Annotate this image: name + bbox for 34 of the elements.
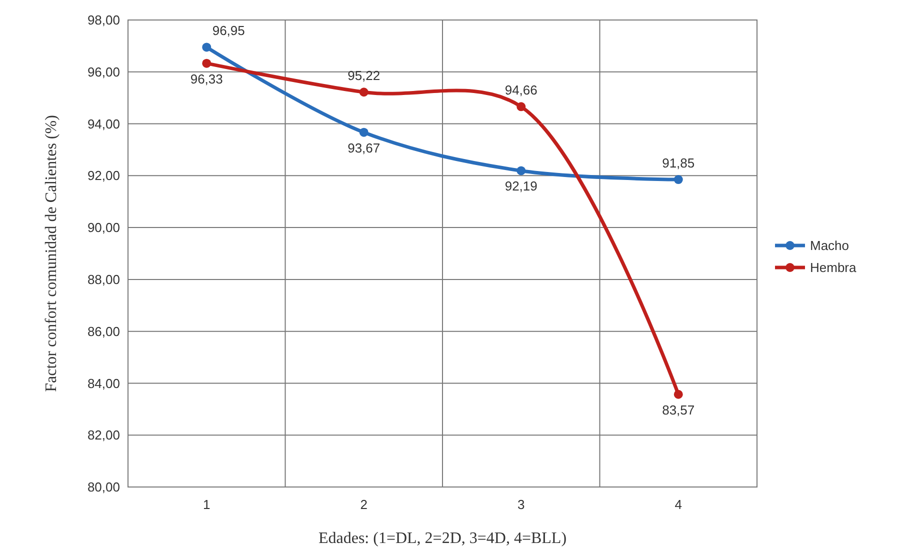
point	[516, 166, 526, 176]
data-label: 94,66	[504, 82, 538, 98]
y-tick-label: 98,00	[87, 12, 120, 28]
data-label: 83,57	[662, 402, 695, 418]
data-label: 92,19	[504, 178, 538, 194]
y-tick-label: 88,00	[87, 272, 120, 287]
data-label: 93,67	[348, 140, 380, 156]
legend-label: Hembra	[810, 260, 858, 276]
y-tick-label: 84,00	[87, 376, 120, 391]
data-label: 91,85	[662, 156, 695, 171]
point	[202, 58, 212, 68]
point	[516, 102, 526, 112]
y-tick-label: 96,00	[87, 64, 120, 80]
data-label: 95,22	[348, 68, 380, 84]
x-tick-label: 4	[674, 497, 682, 512]
y-tick-label: 90,00	[87, 220, 120, 236]
x-tick-label: 1	[203, 497, 210, 512]
legend-label: Macho	[810, 238, 850, 254]
point	[674, 390, 683, 399]
point	[359, 128, 368, 137]
y-tick-label: 92,00	[87, 168, 120, 184]
y-tick-label: 82,00	[87, 428, 120, 443]
y-tick-label: 80,00	[87, 480, 120, 495]
data-label: 96,33	[190, 71, 223, 86]
y-tick-label: 86,00	[87, 324, 120, 339]
point	[359, 88, 368, 97]
y-axis-title: Factor confort comunidad de Calientes (%)	[43, 115, 60, 392]
x-tick-label: 3	[518, 497, 525, 512]
y-tick-label: 94,00	[87, 116, 120, 132]
x-tick-label: 2	[360, 497, 368, 512]
point	[674, 175, 683, 184]
x-axis-title: Edades: (1=DL, 2=2D, 3=4D, 4=BLL)	[318, 530, 567, 547]
point	[202, 42, 212, 52]
data-label: 96,95	[212, 23, 245, 38]
